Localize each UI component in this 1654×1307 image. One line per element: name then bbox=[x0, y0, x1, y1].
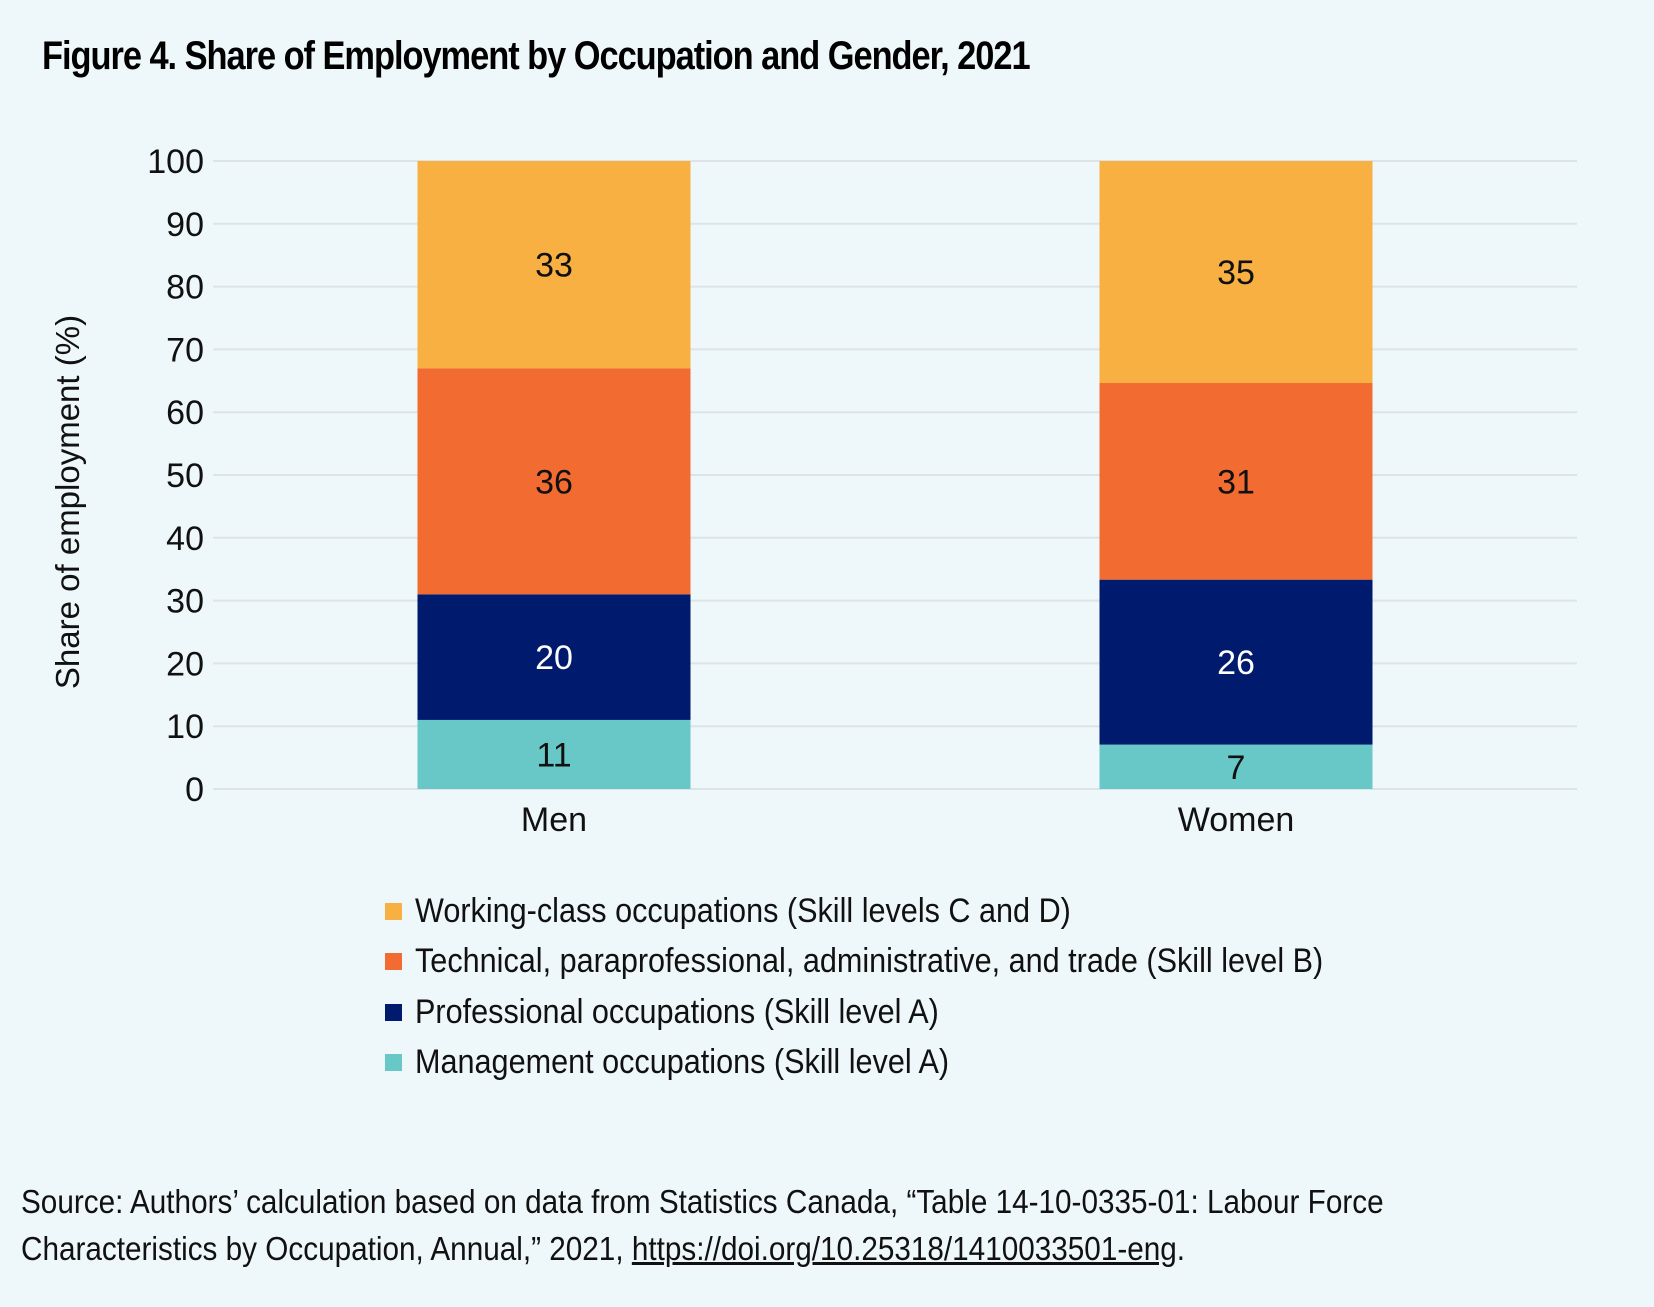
data-label: 31 bbox=[1217, 463, 1255, 501]
bar-segment bbox=[1099, 383, 1373, 580]
source-period: . bbox=[1176, 1230, 1186, 1267]
bar-segment bbox=[1099, 744, 1373, 789]
source-doi-link[interactable]: https://doi.org/10.25318/1410033501-eng bbox=[631, 1230, 1177, 1267]
y-tick-label: 60 bbox=[166, 394, 204, 432]
bar-men: 11 20 36 33 bbox=[417, 161, 691, 789]
legend-item-working-class: Working-class occupations (Skill levels … bbox=[385, 886, 1424, 937]
legend-label: Technical, paraprofessional, administrat… bbox=[415, 942, 1324, 981]
source-citation: Characteristics by Occupation, Annual,” … bbox=[21, 1230, 632, 1267]
y-tick-label: 40 bbox=[166, 520, 204, 558]
x-category-label: Women bbox=[1178, 801, 1295, 839]
y-tick-label: 10 bbox=[166, 708, 204, 746]
legend-swatch-icon bbox=[385, 1054, 402, 1072]
y-tick-label: 100 bbox=[147, 143, 204, 181]
data-label: 36 bbox=[535, 463, 573, 501]
y-axis-label: Share of employment (%) bbox=[49, 315, 86, 689]
data-label: 33 bbox=[535, 247, 573, 285]
bar-women: 7 26 31 35 bbox=[1099, 161, 1373, 789]
legend-swatch-icon bbox=[385, 1003, 402, 1021]
legend: Working-class occupations (Skill levels … bbox=[385, 886, 1424, 1088]
legend-item-management: Management occupations (Skill level A) bbox=[385, 1038, 1424, 1089]
bars: 11 20 36 33 7 26 31 35 bbox=[417, 161, 1373, 789]
y-tick-label: 90 bbox=[166, 206, 204, 244]
bar-segment bbox=[417, 594, 691, 720]
x-axis-categories: Men Women bbox=[521, 801, 1294, 839]
y-tick-label: 50 bbox=[166, 457, 204, 495]
source-note: Source: Authors’ calculation based on da… bbox=[21, 1178, 1551, 1272]
data-label: 11 bbox=[536, 736, 571, 774]
bar-segment bbox=[417, 719, 691, 789]
bar-segment bbox=[1099, 579, 1373, 745]
data-label: 20 bbox=[535, 639, 573, 677]
data-label: 26 bbox=[1217, 644, 1255, 682]
data-label: 7 bbox=[1227, 749, 1246, 787]
source-line-2: Characteristics by Occupation, Annual,” … bbox=[21, 1225, 1551, 1272]
y-tick-label: 70 bbox=[166, 331, 204, 369]
legend-label: Professional occupations (Skill level A) bbox=[415, 992, 939, 1031]
y-tick-label: 30 bbox=[166, 583, 204, 621]
legend-item-technical: Technical, paraprofessional, administrat… bbox=[385, 937, 1424, 988]
legend-item-professional: Professional occupations (Skill level A) bbox=[385, 987, 1424, 1038]
y-tick-label: 80 bbox=[166, 269, 204, 307]
y-axis-ticks: 0 10 20 30 40 50 60 70 80 90 100 bbox=[147, 143, 204, 809]
data-label: 35 bbox=[1217, 254, 1255, 292]
legend-label: Working-class occupations (Skill levels … bbox=[415, 891, 1071, 930]
bar-segment bbox=[417, 368, 691, 595]
bar-segment bbox=[417, 161, 691, 369]
source-line-1: Source: Authors’ calculation based on da… bbox=[21, 1183, 1384, 1220]
chart-title: Figure 4. Share of Employment by Occupat… bbox=[42, 34, 1031, 78]
legend-swatch-icon bbox=[385, 953, 402, 971]
y-tick-label: 20 bbox=[166, 645, 204, 683]
y-tick-label: 0 bbox=[185, 771, 204, 809]
bar-segment bbox=[1099, 161, 1373, 384]
stacked-bar-chart: 0 10 20 30 40 50 60 70 80 90 100 11 20 36 33 7 26 31 35 M… bbox=[49, 143, 1577, 839]
legend-swatch-icon bbox=[385, 902, 402, 920]
legend-label: Management occupations (Skill level A) bbox=[415, 1043, 950, 1082]
x-category-label: Men bbox=[521, 801, 587, 839]
